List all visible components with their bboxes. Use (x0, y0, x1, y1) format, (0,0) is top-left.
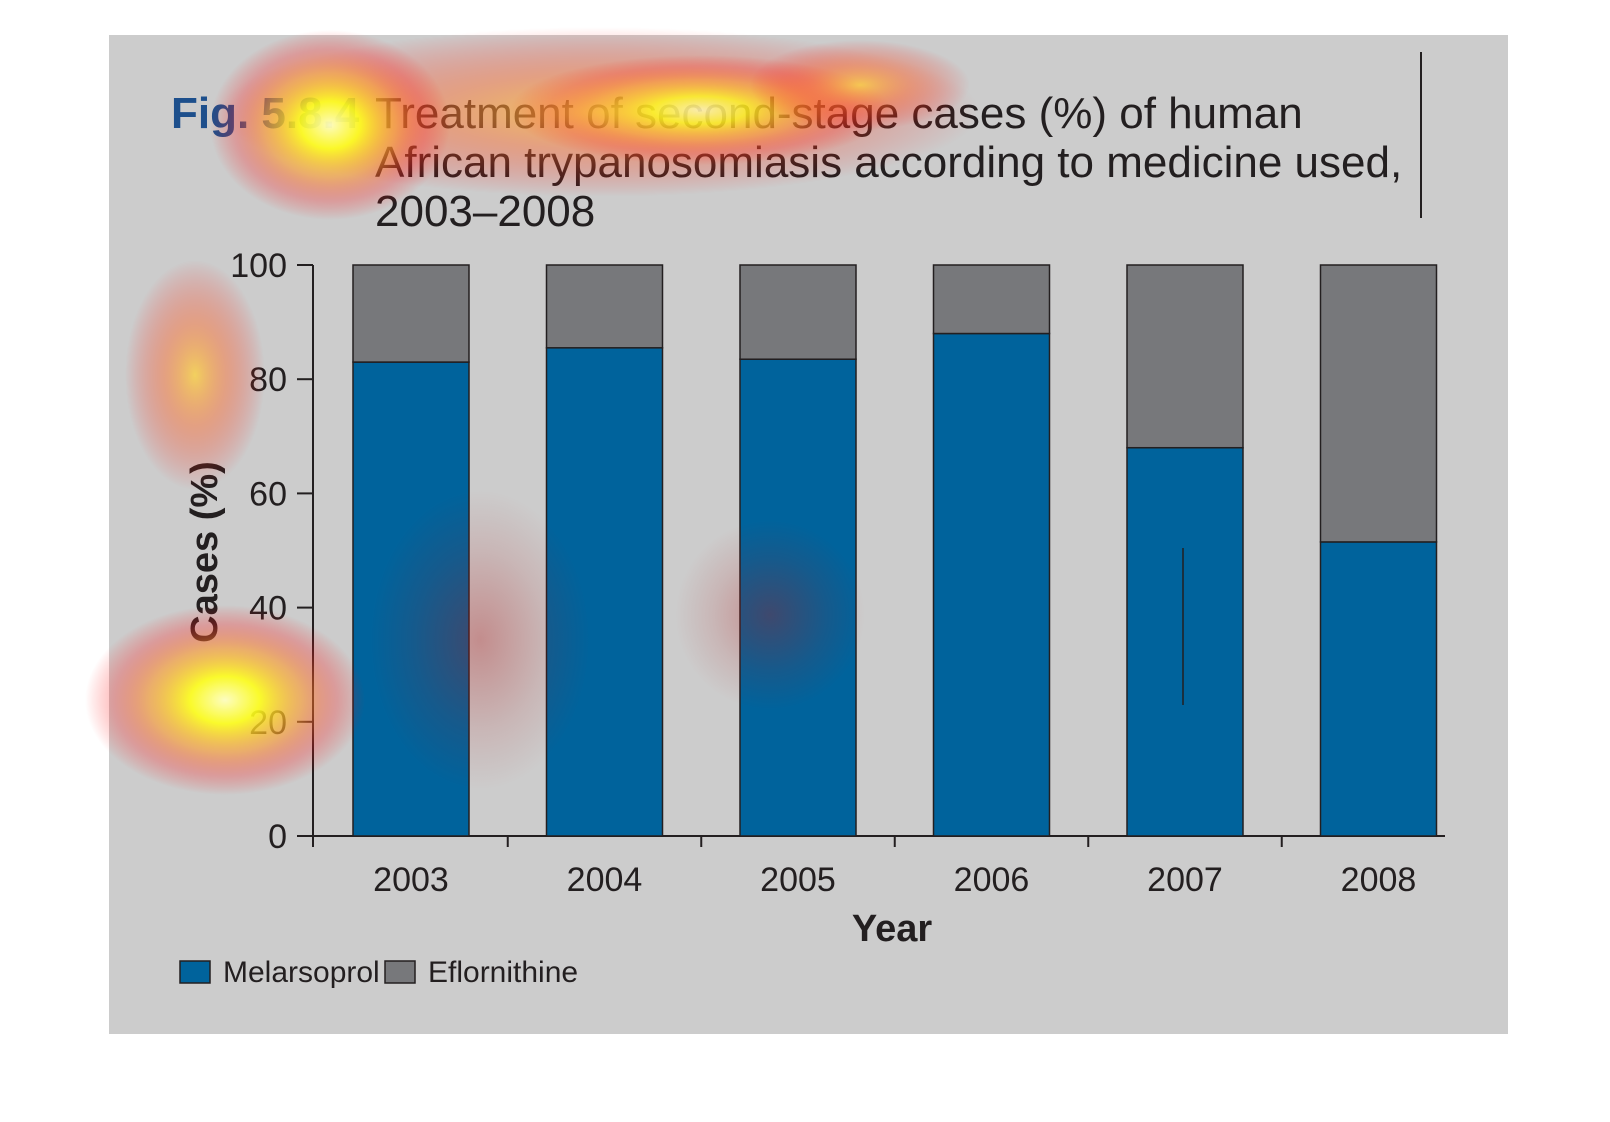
heat-blob-title-right (750, 40, 970, 130)
x-tick-labels: 2003 2004 2005 2006 2007 2008 (373, 861, 1416, 899)
bar-melarsoprol-2007 (1126, 446, 1244, 837)
x-ticks (312, 836, 1283, 847)
x-tick-label: 2004 (567, 861, 643, 899)
bars (352, 264, 1438, 837)
y-tick-label: 60 (249, 475, 287, 513)
legend-swatch-eflornithine (384, 960, 416, 984)
heat-blob-yaxis-lower (85, 605, 365, 795)
heat-blob-title-left (210, 30, 450, 220)
heat-blob-bar-faint-2 (675, 520, 865, 710)
legend-swatch-melarsoprol (179, 960, 211, 984)
heat-blob-yaxis-upper (125, 260, 265, 490)
x-axis-title: Year (852, 908, 933, 950)
x-tick-label: 2008 (1341, 861, 1417, 899)
bar-melarsoprol-2008 (1319, 541, 1438, 837)
legend: Melarsoprol Eflornithine (179, 956, 578, 989)
bar-eflornithine-2003 (352, 264, 470, 363)
heat-blob-bar-faint-1 (370, 490, 590, 790)
bar-melarsoprol-2006 (932, 332, 1051, 837)
y-tick-label: 0 (268, 818, 287, 856)
attention-heatmap-overlay (85, 27, 980, 795)
bar-eflornithine-2005 (739, 264, 857, 360)
legend-label-melarsoprol: Melarsoprol (223, 956, 380, 989)
x-tick-label: 2003 (373, 861, 449, 899)
bar-eflornithine-2004 (545, 264, 664, 349)
x-tick-label: 2007 (1147, 861, 1223, 899)
y-tick-label: 100 (230, 247, 287, 285)
x-tick-label: 2006 (954, 861, 1030, 899)
x-tick-label: 2005 (760, 861, 836, 899)
bar-eflornithine-2007 (1126, 264, 1244, 449)
bar-eflornithine-2008 (1319, 264, 1438, 543)
legend-label-eflornithine: Eflornithine (428, 956, 578, 989)
bar-eflornithine-2006 (932, 264, 1051, 335)
